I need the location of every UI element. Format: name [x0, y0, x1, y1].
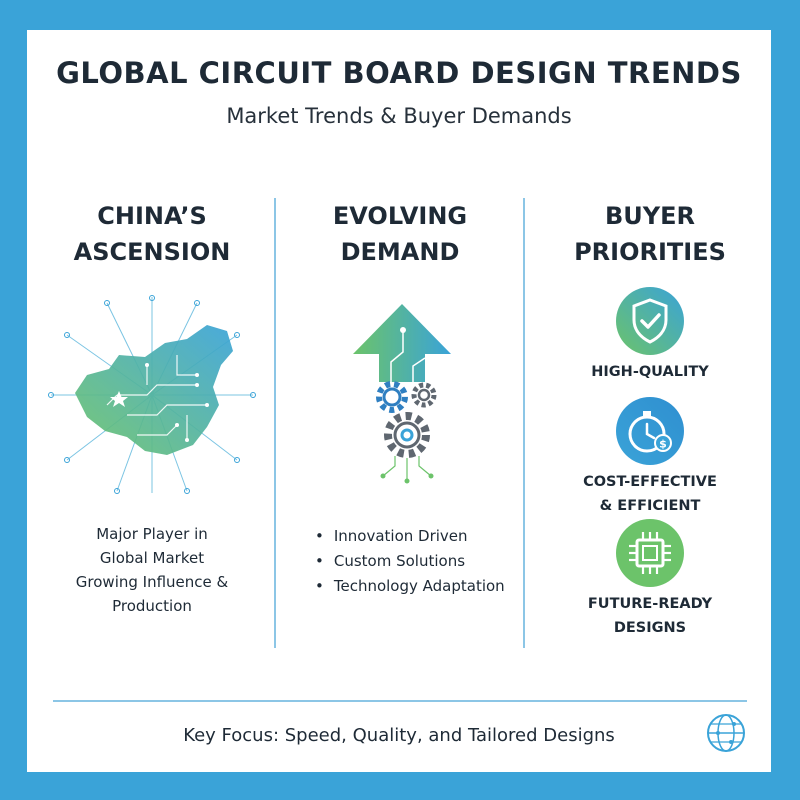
evolving-demand-heading: EVOLVING DEMAND	[332, 202, 468, 266]
china-ascension-heading: CHINA’S ASCENSION	[73, 202, 231, 266]
stopwatch-dollar-icon: $	[616, 397, 684, 465]
circuit-globe-icon	[707, 714, 745, 752]
footer-divider	[53, 700, 747, 702]
column-divider	[274, 198, 276, 648]
future-ready-label: FUTURE-READY DESIGNS	[587, 596, 713, 636]
column-divider	[523, 198, 525, 648]
infographic-card: GLOBAL CIRCUIT BOARD DESIGN TRENDS Marke…	[27, 30, 771, 772]
list-item: Innovation Driven	[315, 524, 505, 549]
cost-effective-label: COST-EFFECTIVE & EFFICIENT	[583, 474, 717, 514]
page-subtitle: Market Trends & Buyer Demands	[226, 104, 572, 128]
page-title: GLOBAL CIRCUIT BOARD DESIGN TRENDS	[56, 56, 742, 90]
list-item: Technology Adaptation	[315, 574, 505, 599]
list-item: Custom Solutions	[315, 549, 505, 574]
footer-text: Key Focus: Speed, Quality, and Tailored …	[183, 725, 615, 746]
shield-check-icon	[616, 287, 684, 355]
chip-icon	[616, 519, 684, 587]
high-quality-label: HIGH-QUALITY	[591, 364, 709, 380]
evolving-demand-list: Innovation Driven Custom Solutions Techn…	[315, 524, 505, 599]
china-ascension-text: Major Player in Global Market Growing In…	[75, 525, 229, 615]
china-circuit-map-icon	[48, 295, 256, 494]
arrow-up-gears-icon	[353, 304, 451, 484]
svg-text:$: $	[659, 438, 667, 451]
buyer-priorities-heading: BUYER PRIORITIES	[574, 202, 726, 266]
